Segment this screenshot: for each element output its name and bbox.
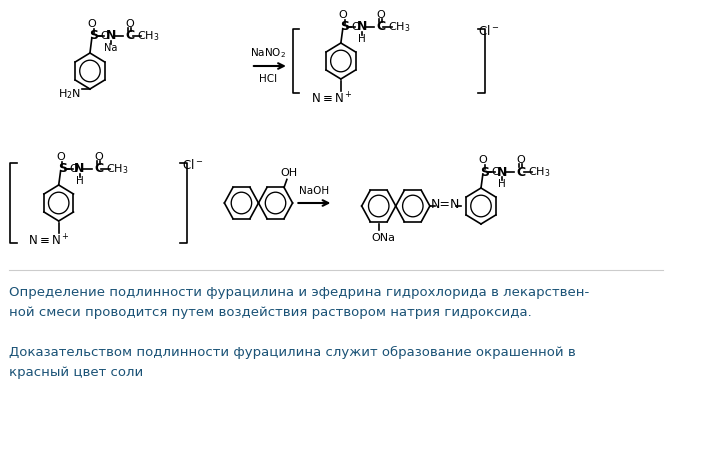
Text: HCl: HCl <box>259 74 277 84</box>
Text: O: O <box>56 152 65 162</box>
Text: H: H <box>498 179 506 189</box>
Text: O: O <box>479 155 487 165</box>
Text: Определение подлинности фурацилина и эфедрина гидрохлорида в лекарствен-: Определение подлинности фурацилина и эфе… <box>9 286 590 299</box>
Text: ONa: ONa <box>371 233 395 243</box>
Text: Na: Na <box>104 43 117 53</box>
Text: N: N <box>356 20 367 34</box>
Text: O: O <box>126 19 134 29</box>
Text: NaOH: NaOH <box>300 186 329 196</box>
Text: красный цвет соли: красный цвет соли <box>9 366 143 379</box>
Text: O: O <box>516 155 525 165</box>
Text: N: N <box>75 162 84 176</box>
Text: O: O <box>339 10 347 20</box>
Text: $\mathregular{CH_3}$: $\mathregular{CH_3}$ <box>388 20 411 34</box>
Text: $\mathregular{N{\equiv}N^+}$: $\mathregular{N{\equiv}N^+}$ <box>28 233 70 248</box>
Text: O: O <box>87 19 97 29</box>
Text: O: O <box>94 152 103 162</box>
Text: C: C <box>376 20 386 34</box>
Text: O: O <box>101 31 109 41</box>
Text: S: S <box>89 30 98 42</box>
Text: N=N: N=N <box>430 197 459 211</box>
Text: H: H <box>76 176 83 186</box>
Text: $\mathregular{CH_3}$: $\mathregular{CH_3}$ <box>528 165 551 179</box>
Text: Доказательством подлинности фурацилина служит образование окрашенной в: Доказательством подлинности фурацилина с… <box>9 346 577 359</box>
Text: S: S <box>340 20 349 34</box>
Text: N: N <box>106 30 116 42</box>
Text: H: H <box>358 34 366 44</box>
Text: O: O <box>492 167 501 177</box>
Text: N: N <box>496 165 507 178</box>
Text: $\mathregular{NaNO_2}$: $\mathregular{NaNO_2}$ <box>250 46 286 60</box>
Text: S: S <box>58 162 67 176</box>
Text: $\mathregular{CH_3}$: $\mathregular{CH_3}$ <box>138 29 160 43</box>
Text: $\mathregular{H_2N}$: $\mathregular{H_2N}$ <box>58 87 81 101</box>
Text: S: S <box>480 165 489 178</box>
Text: O: O <box>376 10 385 20</box>
Text: C: C <box>516 165 525 178</box>
Text: O: O <box>70 164 78 174</box>
Text: $\mathregular{N{\equiv}N^+}$: $\mathregular{N{\equiv}N^+}$ <box>310 91 352 106</box>
Text: $\mathregular{CH_3}$: $\mathregular{CH_3}$ <box>106 162 129 176</box>
Text: ной смеси проводится путем воздействия раствором натрия гидроксида.: ной смеси проводится путем воздействия р… <box>9 306 532 319</box>
Text: O: O <box>351 22 361 32</box>
Text: OH: OH <box>280 168 297 178</box>
Text: C: C <box>125 30 134 42</box>
Text: $\mathregular{Cl^-}$: $\mathregular{Cl^-}$ <box>182 158 203 172</box>
Text: C: C <box>94 162 103 176</box>
Text: $\mathregular{Cl^-}$: $\mathregular{Cl^-}$ <box>478 24 499 38</box>
